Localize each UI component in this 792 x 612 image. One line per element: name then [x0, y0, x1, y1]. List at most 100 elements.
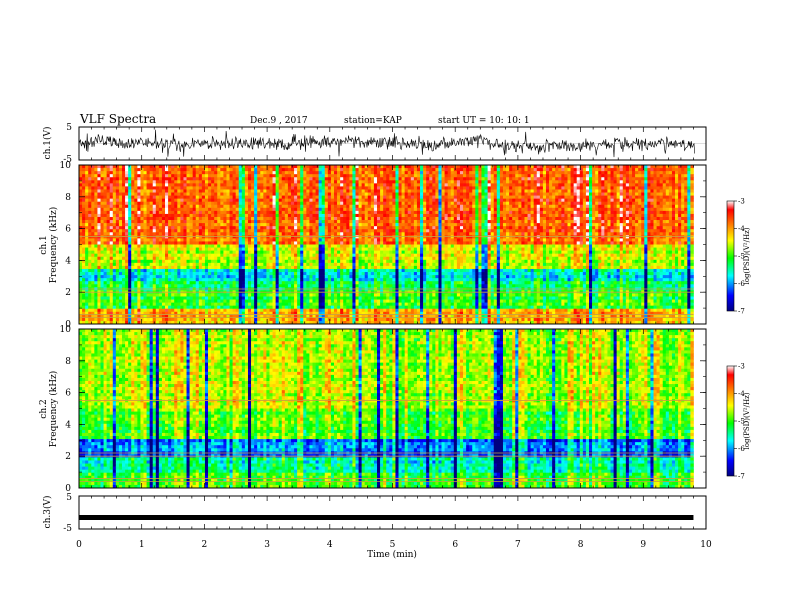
spectrogram-cell [359, 284, 362, 287]
spectrogram-cell [260, 226, 263, 229]
spectrogram-cell [248, 293, 251, 296]
spectrogram-cell [97, 171, 100, 174]
spectrogram-cell [147, 300, 150, 303]
spectrogram-cell [322, 223, 325, 226]
spectrogram-cell [202, 193, 205, 196]
spectrogram-cell [140, 251, 143, 254]
spectrogram-cell [131, 235, 134, 238]
spectrogram-cell [294, 238, 297, 241]
spectrogram-cell [340, 306, 343, 309]
spectrogram-cell [254, 223, 257, 226]
spectrogram-cell [340, 174, 343, 177]
spectrogram-cell [223, 211, 226, 214]
spectrogram-cell [97, 229, 100, 232]
spectrogram-cell [190, 303, 193, 306]
spectrogram-cell [137, 238, 140, 241]
spectrogram-cell [337, 284, 340, 287]
spectrogram-cell [202, 296, 205, 299]
spectrogram-cell [322, 183, 325, 186]
spectrogram-cell [202, 263, 205, 266]
spectrogram-cell [174, 189, 177, 192]
spectrogram-cell [217, 217, 220, 220]
spectrogram-cell [230, 248, 233, 251]
spectrogram-cell [239, 217, 242, 220]
spectrogram-cell [328, 306, 331, 309]
spectrogram-cell [168, 296, 171, 299]
spectrogram-cell [273, 263, 276, 266]
spectrogram-cell [325, 189, 328, 192]
spectrogram-cell [168, 177, 171, 180]
spectrogram-cell [312, 300, 315, 303]
spectrogram-cell [217, 211, 220, 214]
spectrogram-cell [122, 303, 125, 306]
spectrogram-cell [334, 217, 337, 220]
spectrogram-cell [226, 284, 229, 287]
spectrogram-cell [331, 293, 334, 296]
spectrogram-cell [226, 245, 229, 248]
spectrogram-cell [116, 217, 119, 220]
spectrogram-cell [230, 232, 233, 235]
spectrogram-cell [156, 293, 159, 296]
spectrogram-cell [233, 208, 236, 211]
spectrogram-cell [193, 263, 196, 266]
spectrogram-cell [340, 263, 343, 266]
spectrogram-cell [226, 257, 229, 260]
spectrogram-cell [251, 199, 254, 202]
spectrogram-cell [122, 196, 125, 199]
spectrogram-cell [199, 269, 202, 272]
spectrogram-cell [343, 238, 346, 241]
spectrogram-cell [104, 232, 107, 235]
spectrogram-cell [300, 214, 303, 217]
spectrogram-cell [156, 171, 159, 174]
spectrogram-cell [140, 196, 143, 199]
spectrogram-cell [156, 235, 159, 238]
spectrogram-cell [282, 183, 285, 186]
spectrogram-cell [346, 278, 349, 281]
spectrogram-cell [177, 263, 180, 266]
spectrogram-cell [156, 214, 159, 217]
spectrogram-cell [325, 202, 328, 205]
spectrogram-cell [177, 217, 180, 220]
spectrogram-cell [116, 281, 119, 284]
spectrogram-cell [362, 180, 365, 183]
spectrogram-cell [242, 257, 245, 260]
spectrogram-cell [208, 217, 211, 220]
spectrogram-cell [134, 296, 137, 299]
spectrogram-cell [352, 269, 355, 272]
spectrogram-cell [150, 165, 153, 168]
spectrogram-cell [356, 275, 359, 278]
spectrogram-cell [340, 281, 343, 284]
spectrogram-cell [193, 168, 196, 171]
spectrogram-cell [359, 254, 362, 257]
spectrogram-cell [137, 260, 140, 263]
spectrogram-cell [343, 275, 346, 278]
spectrogram-cell [91, 238, 94, 241]
spectrogram-cell [122, 293, 125, 296]
spectrogram-cell [291, 272, 294, 275]
spectrogram-cell [245, 232, 248, 235]
spectrogram-cell [236, 241, 239, 244]
spectrogram-cell [230, 223, 233, 226]
spectrogram-cell [266, 275, 269, 278]
spectrogram-cell [226, 177, 229, 180]
spectrogram-cell [316, 196, 319, 199]
spectrogram-cell [303, 248, 306, 251]
spectrogram-cell [352, 226, 355, 229]
spectrogram-cell [331, 189, 334, 192]
spectrogram-cell [233, 296, 236, 299]
spectrogram-cell [242, 174, 245, 177]
spectrogram-cell [322, 278, 325, 281]
spectrogram-cell [300, 281, 303, 284]
spectrogram-cell [104, 189, 107, 192]
spectrogram-cell [104, 168, 107, 171]
spectrogram-cell [352, 293, 355, 296]
spectrogram-cell [85, 272, 88, 275]
spectrogram-cell [122, 245, 125, 248]
spectrogram-cell [233, 293, 236, 296]
spectrogram-cell [107, 254, 110, 257]
spectrogram-cell [174, 177, 177, 180]
spectrogram-cell [125, 293, 128, 296]
spectrogram-cell [266, 229, 269, 232]
ch1-spectrogram-image [79, 165, 694, 324]
spectrogram-cell [180, 318, 183, 321]
